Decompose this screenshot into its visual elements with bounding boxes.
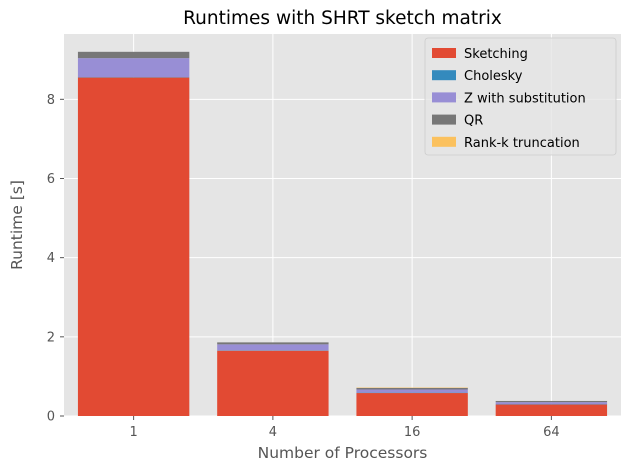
legend-swatch (432, 92, 456, 103)
x-axis-label: Number of Processors (258, 444, 428, 462)
legend-swatch (432, 114, 456, 125)
bar-z-with-substitution-64 (495, 402, 608, 405)
legend-label: QR (464, 114, 483, 129)
y-tick-label: 0 (47, 410, 55, 425)
y-axis-label: Runtime [s] (8, 180, 26, 270)
x-tick-label: 1 (129, 425, 137, 440)
legend-swatch (432, 136, 456, 147)
bar-z-with-substitution-4 (217, 344, 329, 351)
bar-z-with-substitution-1 (77, 58, 190, 78)
legend-swatch (432, 48, 456, 58)
y-axis-ticks: 0 2 4 6 8 (47, 93, 64, 425)
x-tick-label: 64 (543, 425, 560, 440)
bar-sketching-16 (356, 393, 468, 416)
bar-qr-64 (495, 400, 608, 403)
legend-swatch (432, 70, 456, 81)
legend-label: Rank-k truncation (464, 136, 580, 151)
legend-label: Z with substitution (464, 91, 586, 106)
bar-sketching-64 (495, 404, 608, 416)
bar-sketching-4 (217, 350, 329, 416)
bar-qr-1 (77, 51, 190, 59)
y-tick-label: 8 (47, 93, 55, 108)
bar-z-with-substitution-16 (356, 389, 468, 393)
legend: Sketching Cholesky Z with substitution QR Ra… (424, 37, 617, 156)
y-tick-label: 4 (47, 251, 55, 266)
bar-sketching-1 (77, 77, 190, 417)
y-tick-label: 2 (47, 330, 55, 345)
legend-label: Cholesky (464, 69, 523, 84)
x-tick-label: 16 (404, 425, 421, 440)
chart-title: Runtimes with SHRT sketch matrix (183, 8, 502, 29)
x-axis-ticks: 1 4 16 64 (129, 416, 560, 440)
bars (77, 51, 608, 417)
legend-label: Sketching (464, 47, 528, 62)
bar-qr-16 (356, 387, 468, 390)
x-tick-label: 4 (269, 425, 277, 440)
y-tick-label: 6 (47, 172, 55, 187)
bar-qr-4 (217, 342, 329, 345)
legend-box (424, 37, 617, 156)
